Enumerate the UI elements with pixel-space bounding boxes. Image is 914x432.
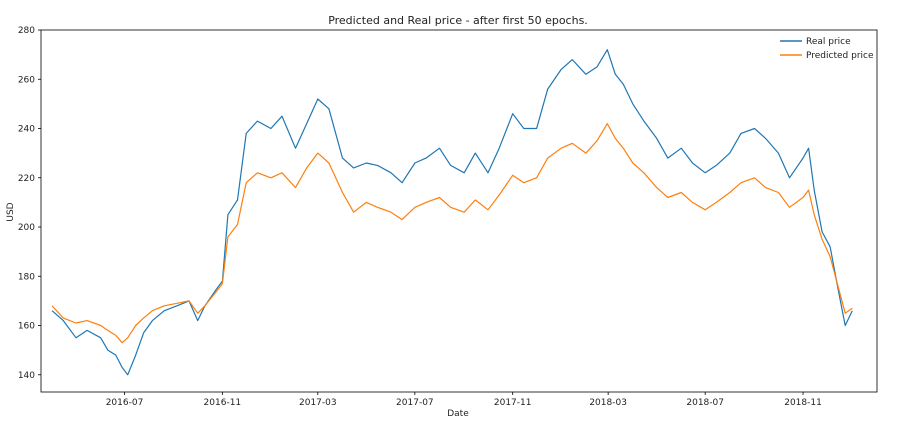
legend: Real price Predicted price [780, 37, 874, 61]
legend-label-real: Real price [806, 37, 851, 47]
y-tick-label: 140 [18, 371, 35, 381]
chart-title: Predicted and Real price - after first 5… [328, 14, 588, 27]
y-tick-label: 280 [18, 26, 35, 36]
series-line-real-price [51, 49, 853, 376]
y-tick-label: 240 [18, 125, 35, 135]
x-tick-label: 2017-03 [299, 398, 337, 408]
y-tick-label: 160 [18, 322, 35, 332]
x-axis-label: Date [447, 409, 469, 419]
x-tick-label: 2017-11 [494, 398, 532, 408]
x-tick-label: 2018-03 [589, 398, 627, 408]
plot-area [40, 29, 878, 393]
x-axis-ticks: 2016-07 2016-11 2017-03 2017-07 2017-11 2018-… [106, 392, 822, 408]
x-tick-label: 2016-07 [106, 398, 144, 408]
y-tick-label: 200 [18, 223, 35, 233]
y-tick-label: 260 [18, 75, 35, 85]
legend-label-predicted: Predicted price [806, 51, 874, 61]
x-tick-label: 2017-07 [396, 398, 434, 408]
series-lines [51, 49, 853, 376]
y-axis-ticks: 140 160 180 200 220 240 260 280 [18, 26, 41, 381]
x-tick-label: 2016-11 [204, 398, 242, 408]
x-tick-label: 2018-07 [686, 398, 724, 408]
y-axis-label: USD [6, 202, 16, 221]
series-line-predicted-price [51, 123, 853, 344]
x-tick-label: 2018-11 [784, 398, 822, 408]
y-tick-label: 220 [18, 174, 35, 184]
y-tick-label: 180 [18, 272, 35, 282]
